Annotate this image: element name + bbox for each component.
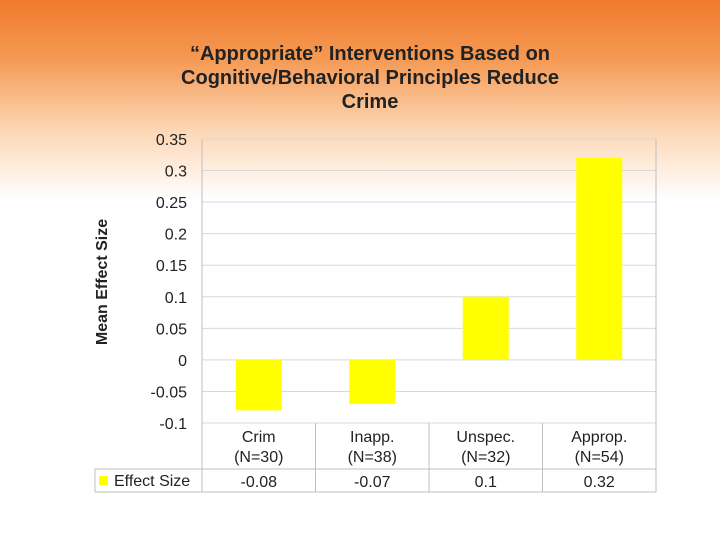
y-tick-label: 0.1 [165, 290, 187, 307]
bar [235, 359, 282, 411]
x-category-label: Inapp. [350, 429, 394, 446]
y-tick-label: -0.05 [151, 384, 188, 401]
legend-swatch [99, 476, 108, 485]
bar [349, 359, 396, 405]
data-table-value: -0.08 [241, 474, 278, 491]
bar [576, 157, 623, 360]
x-category-label: (N=30) [234, 449, 283, 466]
x-category-label: (N=32) [461, 449, 510, 466]
bar [462, 296, 509, 360]
x-category-label: (N=54) [575, 449, 624, 466]
x-category-label: Unspec. [456, 429, 515, 446]
x-category-label: (N=38) [348, 449, 397, 466]
title-line: “Appropriate” Interventions Based on [189, 43, 551, 65]
x-category-label: Approp. [571, 429, 627, 446]
y-tick-label: 0.35 [156, 132, 187, 149]
y-tick-label: 0.15 [156, 258, 187, 275]
data-table-value: 0.32 [584, 474, 615, 491]
data-table-value: 0.1 [475, 474, 497, 491]
y-tick-label: 0.05 [156, 321, 187, 338]
y-tick-label: 0.2 [165, 227, 187, 244]
y-tick-label: 0 [178, 353, 187, 370]
title-line: Cognitive/Behavioral Principles Reduce [181, 67, 559, 89]
y-tick-label: 0.3 [165, 164, 187, 181]
y-tick-label: 0.25 [156, 195, 187, 212]
x-category-label: Crim [242, 429, 276, 446]
y-tick-label: -0.1 [159, 416, 187, 433]
legend-label: Effect Size [114, 473, 190, 490]
chart-title: “Appropriate” Interventions Based on Cog… [120, 42, 620, 114]
title-line: Crime [341, 91, 399, 113]
data-table-value: -0.07 [354, 474, 391, 491]
